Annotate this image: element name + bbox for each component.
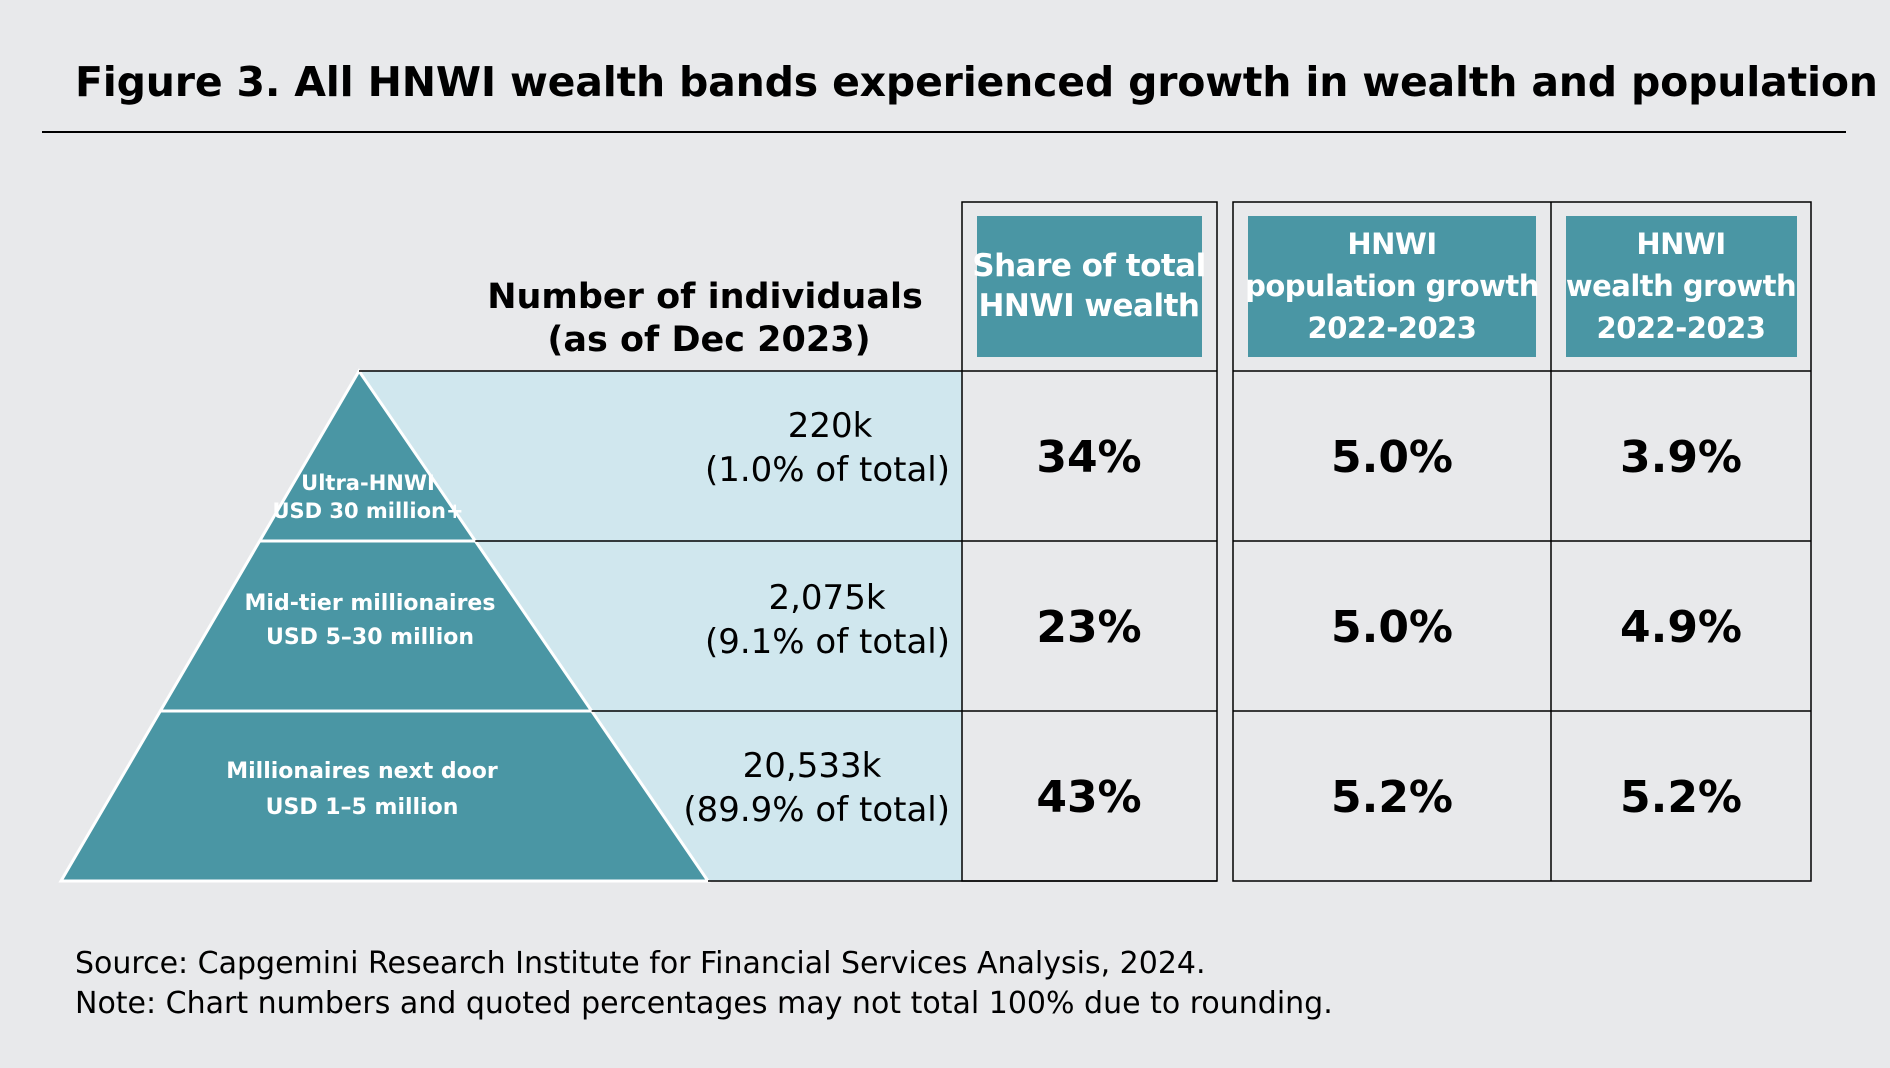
column-header-label: Share of total (972, 248, 1205, 284)
table-cells: 220k(1.0% of total) 2,075k(9.1% of total)… (683, 406, 1742, 830)
pyramid-shape (58, 368, 711, 883)
individuals-share: (9.1% of total) (705, 622, 950, 662)
column-header-box (977, 216, 1202, 357)
column-headers: Number of individuals(as of Dec 2023) Sha… (487, 216, 1797, 360)
individuals-band-fill (359, 371, 962, 881)
band-name-label: Ultra-HNWI (301, 471, 435, 495)
light-bands (359, 371, 962, 881)
wealth-growth-value: 4.9% (1620, 602, 1742, 653)
individuals-count: 2,075k (768, 578, 885, 618)
individuals-header-line2: (as of Dec 2023) (547, 320, 870, 360)
band-range-label: USD 1–5 million (266, 795, 459, 820)
pop-growth-value: 5.0% (1331, 432, 1453, 483)
column-header-label: HNWI wealth (978, 288, 1199, 324)
wealth-growth-value: 3.9% (1620, 432, 1742, 483)
source-line: Source: Capgemini Research Institute for… (75, 946, 1206, 981)
table-grid (359, 201, 1812, 882)
title-rule (42, 131, 1846, 133)
figure-title: Figure 3. All HNWI wealth bands experien… (75, 58, 1878, 106)
band-range-label: USD 30 million+ (272, 499, 463, 523)
column-header-label: 2022-2023 (1308, 311, 1477, 345)
column-header-box (1566, 216, 1797, 357)
band-range-label: USD 5–30 million (266, 625, 474, 650)
pop-growth-value: 5.2% (1331, 772, 1453, 823)
share-value: 43% (1036, 772, 1141, 823)
column-header-label: 2022-2023 (1597, 311, 1766, 345)
note-line: Note: Chart numbers and quoted percentag… (75, 986, 1333, 1021)
share-value: 34% (1036, 432, 1141, 483)
individuals-count: 220k (788, 406, 873, 446)
column-header-label: population growth (1245, 269, 1539, 303)
individuals-header-line1: Number of individuals (487, 277, 923, 317)
wealth-pyramid: Ultra-HNWI USD 30 million+ Mid-tier millio… (58, 368, 711, 883)
share-value: 23% (1036, 602, 1141, 653)
pop-growth-value: 5.0% (1331, 602, 1453, 653)
individuals-share: (89.9% of total) (683, 790, 950, 830)
column-header-label: HNWI (1347, 227, 1436, 261)
column-header-box (1248, 216, 1536, 357)
source-notes: Source: Capgemini Research Institute for… (75, 944, 1333, 1024)
individuals-count: 20,533k (743, 746, 882, 786)
column-header-label: HNWI (1636, 227, 1725, 261)
wealth-growth-value: 5.2% (1620, 772, 1742, 823)
band-name-label: Mid-tier millionaires (245, 591, 496, 616)
band-name-label: Millionaires next door (226, 759, 498, 784)
individuals-share: (1.0% of total) (705, 450, 950, 490)
column-header-label: wealth growth (1566, 269, 1796, 303)
